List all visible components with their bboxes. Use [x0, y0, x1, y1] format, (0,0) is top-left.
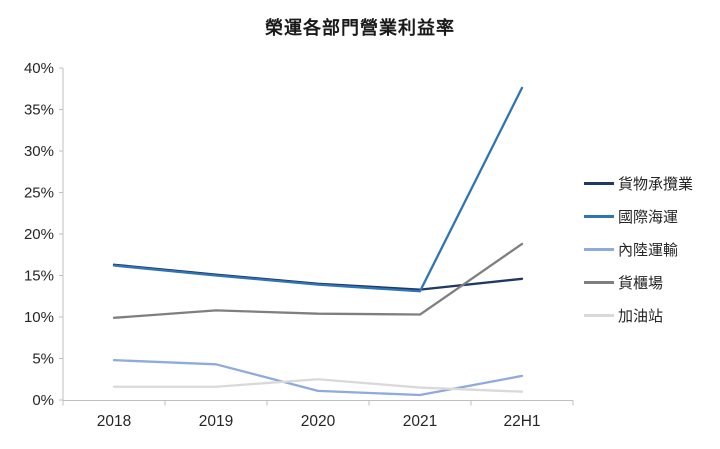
y-tick-label: 40% — [24, 60, 54, 77]
y-tick-label: 25% — [24, 185, 54, 202]
legend-label: 國際海運 — [618, 209, 679, 226]
legend-label: 貨物承攬業 — [618, 176, 694, 193]
legend-label: 貨櫃場 — [618, 275, 664, 292]
legend-line-swatch — [584, 314, 614, 317]
series-line-4 — [112, 378, 524, 393]
legend-line-swatch — [584, 248, 614, 251]
y-tick-label: 5% — [32, 351, 54, 368]
legend-label: 內陸運輸 — [618, 242, 679, 259]
legend-item-2: 內陸運輸 — [584, 238, 693, 261]
chart-title: 榮運各部門營業利益率 — [265, 18, 455, 38]
x-tick-label: 2018 — [97, 413, 131, 430]
legend-item-1: 國際海運 — [584, 205, 693, 228]
x-tick-label: 2021 — [403, 413, 437, 430]
x-tick-label: 2019 — [199, 413, 233, 430]
legend-item-0: 貨物承攬業 — [584, 172, 693, 195]
y-tick-label: 20% — [24, 226, 54, 243]
y-tick-label: 35% — [24, 102, 54, 119]
legend-line-swatch — [584, 281, 614, 284]
legend-line-swatch — [584, 215, 614, 218]
legend-label: 加油站 — [618, 308, 664, 325]
y-tick-label: 10% — [24, 309, 54, 326]
series-line-3 — [112, 242, 524, 319]
legend: 貨物承攬業國際海運內陸運輸貨櫃場加油站 — [584, 172, 693, 327]
legend-item-3: 貨櫃場 — [584, 271, 693, 294]
x-tick-label: 22H1 — [503, 413, 540, 430]
legend-line-swatch — [584, 182, 614, 185]
y-tick-label: 30% — [24, 143, 54, 160]
y-tick-label: 0% — [32, 392, 54, 409]
x-tick-label: 2020 — [301, 413, 336, 430]
y-tick-label: 15% — [24, 268, 54, 285]
series-line-1 — [112, 86, 524, 293]
legend-item-4: 加油站 — [584, 304, 693, 327]
